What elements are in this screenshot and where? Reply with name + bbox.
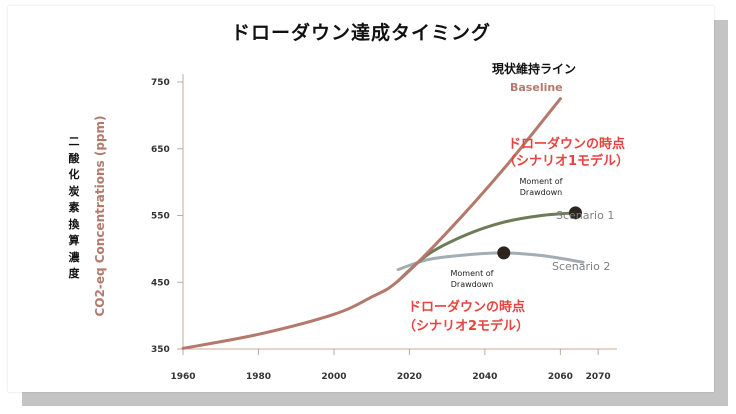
baseline-jp-annotation: 現状維持ライン — [492, 61, 576, 76]
x-tick-label: 2070 — [586, 372, 611, 382]
s2-moment-line2: Drawdown — [451, 280, 493, 289]
y-axis-label: CO2-eq Concentrations (ppm) — [93, 116, 107, 317]
x-tick-label: 2020 — [397, 372, 422, 382]
y-tick-label: 750 — [151, 78, 170, 88]
y-ticks: 350 450 550 650 750 — [151, 78, 183, 355]
s1-moment-line1: Moment of — [520, 177, 563, 186]
s2-moment-line1: Moment of — [451, 269, 494, 278]
scenario1-label: Scenario 1 — [556, 209, 614, 222]
x-tick-label: 2040 — [472, 372, 497, 382]
chart-title: ドローダウン達成タイミング — [230, 22, 491, 44]
s1-jp-annotation-line2: （シナリオ1モデル） — [503, 153, 629, 169]
x-ticks: 1960 1980 2000 2020 2040 2060 2070 — [170, 349, 611, 382]
s2-jp-annotation-line2: （シナリオ2モデル） — [403, 318, 529, 334]
series-layer — [181, 97, 585, 350]
drawdown-marker-scenario-2 — [497, 246, 511, 260]
s2-jp-annotation-line1: ドローダウンの時点 — [408, 299, 525, 315]
series-line-baseline — [181, 97, 562, 350]
s1-moment-line2: Drawdown — [520, 188, 562, 197]
y-tick-label: 550 — [151, 212, 170, 222]
s1-jp-annotation-line1: ドローダウンの時点 — [508, 136, 625, 152]
chart-card: ドローダウン達成タイミング 二酸化炭素換算濃度 — [8, 6, 714, 392]
series-line-scenario-2 — [396, 251, 585, 272]
y-tick-label: 350 — [151, 345, 170, 355]
x-tick-label: 2060 — [548, 372, 573, 382]
y-tick-label: 650 — [151, 145, 170, 155]
scenario2-label: Scenario 2 — [552, 260, 610, 273]
x-tick-label: 1960 — [170, 372, 195, 382]
baseline-label: Baseline — [510, 81, 563, 94]
vertical-jp-label: 二酸化炭素換算濃度 — [68, 135, 80, 280]
drawdown-marker-scenario-1 — [568, 206, 582, 220]
x-tick-label: 1980 — [246, 372, 271, 382]
y-tick-label: 450 — [151, 278, 170, 288]
x-tick-label: 2000 — [321, 372, 346, 382]
